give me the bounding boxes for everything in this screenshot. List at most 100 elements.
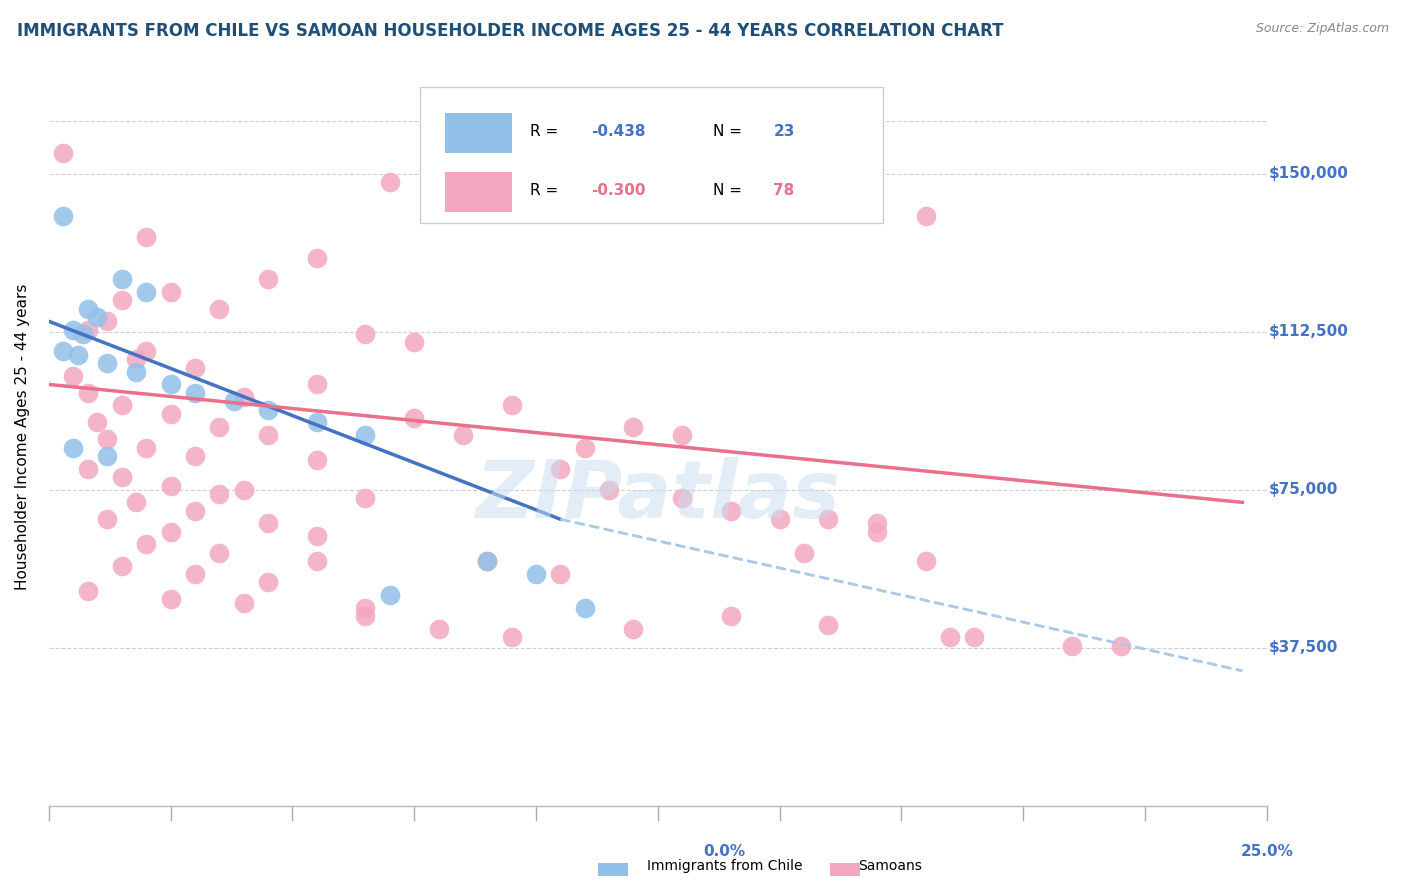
Point [159,407,181,421]
Text: 78: 78 [773,183,794,198]
Point [477,554,499,568]
Point [671,491,693,505]
Point [1109,639,1132,653]
Point [598,483,620,497]
Point [184,504,207,518]
Point [477,554,499,568]
Point [86,415,108,429]
Point [135,343,157,358]
Point [159,285,181,299]
Point [817,512,839,526]
Point [96,314,118,328]
Point [305,415,328,429]
Point [232,390,254,404]
Point [720,504,742,518]
Point [621,622,644,636]
Point [184,360,207,375]
Point [72,326,94,341]
Bar [444,172,512,212]
Text: -0.300: -0.300 [591,183,645,198]
Point [305,377,328,392]
Text: R =: R = [530,183,562,198]
Text: ZIPatlas: ZIPatlas [475,457,841,535]
Point [378,175,401,189]
Point [62,369,84,384]
Text: -0.438: -0.438 [591,124,645,138]
Point [111,293,134,308]
Point [76,301,98,316]
Point [671,428,693,442]
Point [52,343,75,358]
Point [305,453,328,467]
Point [96,512,118,526]
Text: Source: ZipAtlas.com: Source: ZipAtlas.com [1256,22,1389,36]
Point [550,461,572,475]
Point [111,272,134,286]
Text: N =: N = [713,183,747,198]
Point [96,356,118,370]
Point [159,377,181,392]
Point [76,461,98,475]
Point [574,600,596,615]
Point [111,558,134,573]
Point [86,310,108,324]
Point [135,230,157,244]
Point [305,251,328,265]
Point [232,597,254,611]
Point [354,491,377,505]
Point [866,524,889,539]
Point [135,285,157,299]
Point [939,630,962,644]
Point [354,609,377,624]
Bar [444,112,512,153]
Point [208,301,231,316]
FancyBboxPatch shape [420,87,883,223]
Point [96,449,118,463]
Point [111,470,134,484]
Point [257,428,280,442]
Point [66,348,89,362]
Point [184,566,207,581]
Point [125,495,148,509]
Text: N =: N = [713,124,747,138]
Point [159,592,181,607]
Point [62,323,84,337]
Point [159,524,181,539]
Point [76,323,98,337]
Point [111,399,134,413]
Point [222,394,245,409]
Point [135,537,157,551]
Point [768,512,790,526]
Text: 0.0%: 0.0% [703,845,745,859]
Point [501,399,523,413]
Point [257,575,280,590]
Point [76,385,98,400]
Point [257,272,280,286]
Point [963,630,986,644]
Text: $112,500: $112,500 [1270,325,1350,339]
Text: 25.0%: 25.0% [1240,845,1294,859]
Point [817,617,839,632]
Point [125,365,148,379]
Point [257,516,280,531]
Point [96,432,118,446]
Point [125,352,148,367]
Text: Samoans: Samoans [858,859,921,872]
Point [208,419,231,434]
Point [574,441,596,455]
Text: Immigrants from Chile: Immigrants from Chile [647,859,803,872]
Point [1060,639,1083,653]
Point [720,609,742,624]
Point [354,600,377,615]
Point [184,449,207,463]
Point [76,583,98,598]
Text: IMMIGRANTS FROM CHILE VS SAMOAN HOUSEHOLDER INCOME AGES 25 - 44 YEARS CORRELATIO: IMMIGRANTS FROM CHILE VS SAMOAN HOUSEHOL… [17,22,1004,40]
Point [914,554,936,568]
Point [232,483,254,497]
Point [404,335,426,350]
Text: 23: 23 [773,124,794,138]
Point [52,145,75,160]
Point [793,546,815,560]
Point [208,546,231,560]
Point [914,209,936,223]
